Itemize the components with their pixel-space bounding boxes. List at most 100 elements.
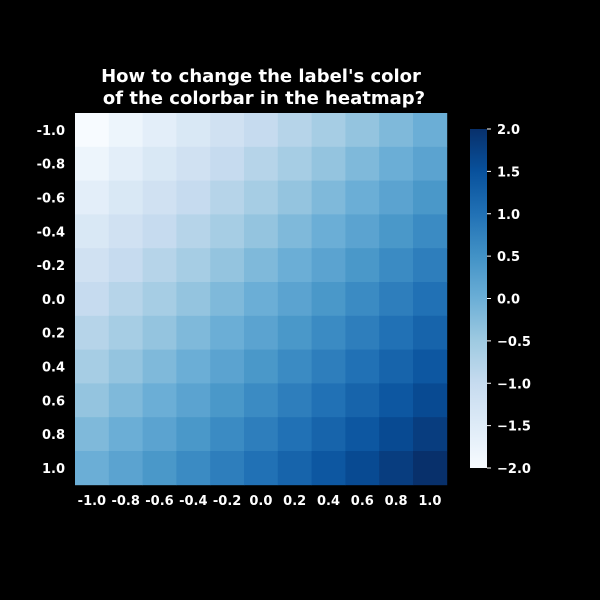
heatmap-cell	[277, 282, 312, 317]
heatmap-cell	[345, 383, 380, 418]
heatmap-cell	[244, 315, 279, 350]
y-tick-label: 0.8	[42, 428, 65, 443]
heatmap-cell	[210, 146, 245, 181]
heatmap-cell	[345, 282, 380, 317]
heatmap-cell	[75, 315, 110, 350]
y-axis-ticks: -1.0 -0.8 -0.6 -0.4 -0.2 0.0 0.2 0.4 0.6 0.8 1.0	[37, 124, 65, 477]
heatmap-cell	[244, 248, 279, 283]
heatmap-cell	[345, 180, 380, 215]
heatmap-cell	[311, 315, 346, 350]
y-tick-label: -0.2	[37, 259, 65, 274]
heatmap-cell	[142, 113, 177, 148]
heatmap-cell	[108, 315, 143, 350]
heatmap-cell	[75, 248, 110, 283]
heatmap-cell	[75, 214, 110, 249]
heatmap-cell	[277, 349, 312, 384]
heatmap-cell	[345, 417, 380, 452]
x-tick-label: -1.0	[78, 494, 106, 509]
colorbar-tick-label: −1.0	[497, 377, 531, 392]
heatmap-cell	[277, 383, 312, 418]
y-tick-label: 0.2	[42, 327, 65, 342]
heatmap-cell	[108, 282, 143, 317]
heatmap-cell	[413, 113, 448, 148]
heatmap-cell	[345, 113, 380, 148]
colorbar-tick-label: 0.0	[497, 293, 520, 308]
heatmap-cell	[379, 315, 414, 350]
heatmap-cell	[244, 349, 279, 384]
x-axis-ticks: -1.0 -0.8 -0.6 -0.4 -0.2 0.0 0.2 0.4 0.6 0.8 1.0	[78, 494, 442, 509]
heatmap-cell	[176, 146, 211, 181]
heatmap-cell	[345, 248, 380, 283]
heatmap-cell	[142, 383, 177, 418]
heatmap-cell	[142, 417, 177, 452]
heatmap-cell	[413, 282, 448, 317]
heatmap-cell	[379, 248, 414, 283]
heatmap-cell	[413, 180, 448, 215]
heatmap-cell	[345, 315, 380, 350]
heatmap-cell	[75, 349, 110, 384]
heatmap-cell	[176, 214, 211, 249]
heatmap-cell	[176, 248, 211, 283]
colorbar-tick-label: −1.5	[497, 420, 531, 435]
heatmap-cell	[345, 214, 380, 249]
heatmap-cell	[108, 113, 143, 148]
heatmap-cell	[210, 315, 245, 350]
heatmap-cell	[277, 146, 312, 181]
heatmap-cell	[277, 113, 312, 148]
heatmap-cell	[142, 451, 177, 486]
heatmap-cell	[379, 383, 414, 418]
heatmap-cell	[244, 417, 279, 452]
y-tick-label: 0.6	[42, 394, 65, 409]
heatmap-cell	[379, 146, 414, 181]
heatmap-cell	[311, 180, 346, 215]
heatmap-cell	[142, 248, 177, 283]
heatmap-cell	[210, 214, 245, 249]
heatmap-cell	[176, 282, 211, 317]
heatmap-cell	[108, 349, 143, 384]
heatmap-cell	[210, 383, 245, 418]
heatmap-cell	[108, 248, 143, 283]
heatmap-cell	[75, 417, 110, 452]
x-tick-label: -0.2	[213, 494, 241, 509]
heatmap-cell	[244, 451, 279, 486]
y-tick-label: -0.8	[37, 158, 65, 173]
heatmap-cell	[142, 146, 177, 181]
colorbar-tick-label: 2.0	[497, 123, 520, 138]
heatmap-cell	[244, 146, 279, 181]
x-tick-label: -0.4	[179, 494, 207, 509]
chart-title-line-2: of the colorbar in the heatmap?	[103, 88, 425, 109]
heatmap-cell	[210, 248, 245, 283]
heatmap-cell	[413, 451, 448, 486]
heatmap-cell	[244, 282, 279, 317]
heatmap-cell	[142, 214, 177, 249]
heatmap-cell	[244, 383, 279, 418]
heatmap-cell	[277, 417, 312, 452]
heatmap-cell	[379, 180, 414, 215]
heatmap-cell	[142, 282, 177, 317]
heatmap-cell	[413, 383, 448, 418]
heatmap-cell	[379, 417, 414, 452]
heatmap-cell	[345, 451, 380, 486]
heatmap-cell	[108, 383, 143, 418]
heatmap-cell	[75, 180, 110, 215]
y-tick-label: 1.0	[42, 462, 65, 477]
heatmap-cell	[176, 315, 211, 350]
heatmap-cell	[108, 146, 143, 181]
heatmap-cell	[379, 113, 414, 148]
x-tick-label: -0.8	[111, 494, 139, 509]
heatmap-cell	[413, 146, 448, 181]
heatmap-cell	[413, 315, 448, 350]
heatmap-cell	[244, 113, 279, 148]
heatmap-cell	[176, 383, 211, 418]
y-tick-label: -1.0	[37, 124, 65, 139]
colorbar-tick-label: 0.5	[497, 250, 520, 265]
heatmap-cell	[277, 180, 312, 215]
heatmap-cell	[311, 282, 346, 317]
heatmap-cell	[311, 248, 346, 283]
x-tick-label: 0.0	[249, 494, 272, 509]
heatmap-cell	[244, 214, 279, 249]
heatmap-cell	[311, 451, 346, 486]
heatmap-cell	[311, 113, 346, 148]
heatmap-cell	[311, 349, 346, 384]
